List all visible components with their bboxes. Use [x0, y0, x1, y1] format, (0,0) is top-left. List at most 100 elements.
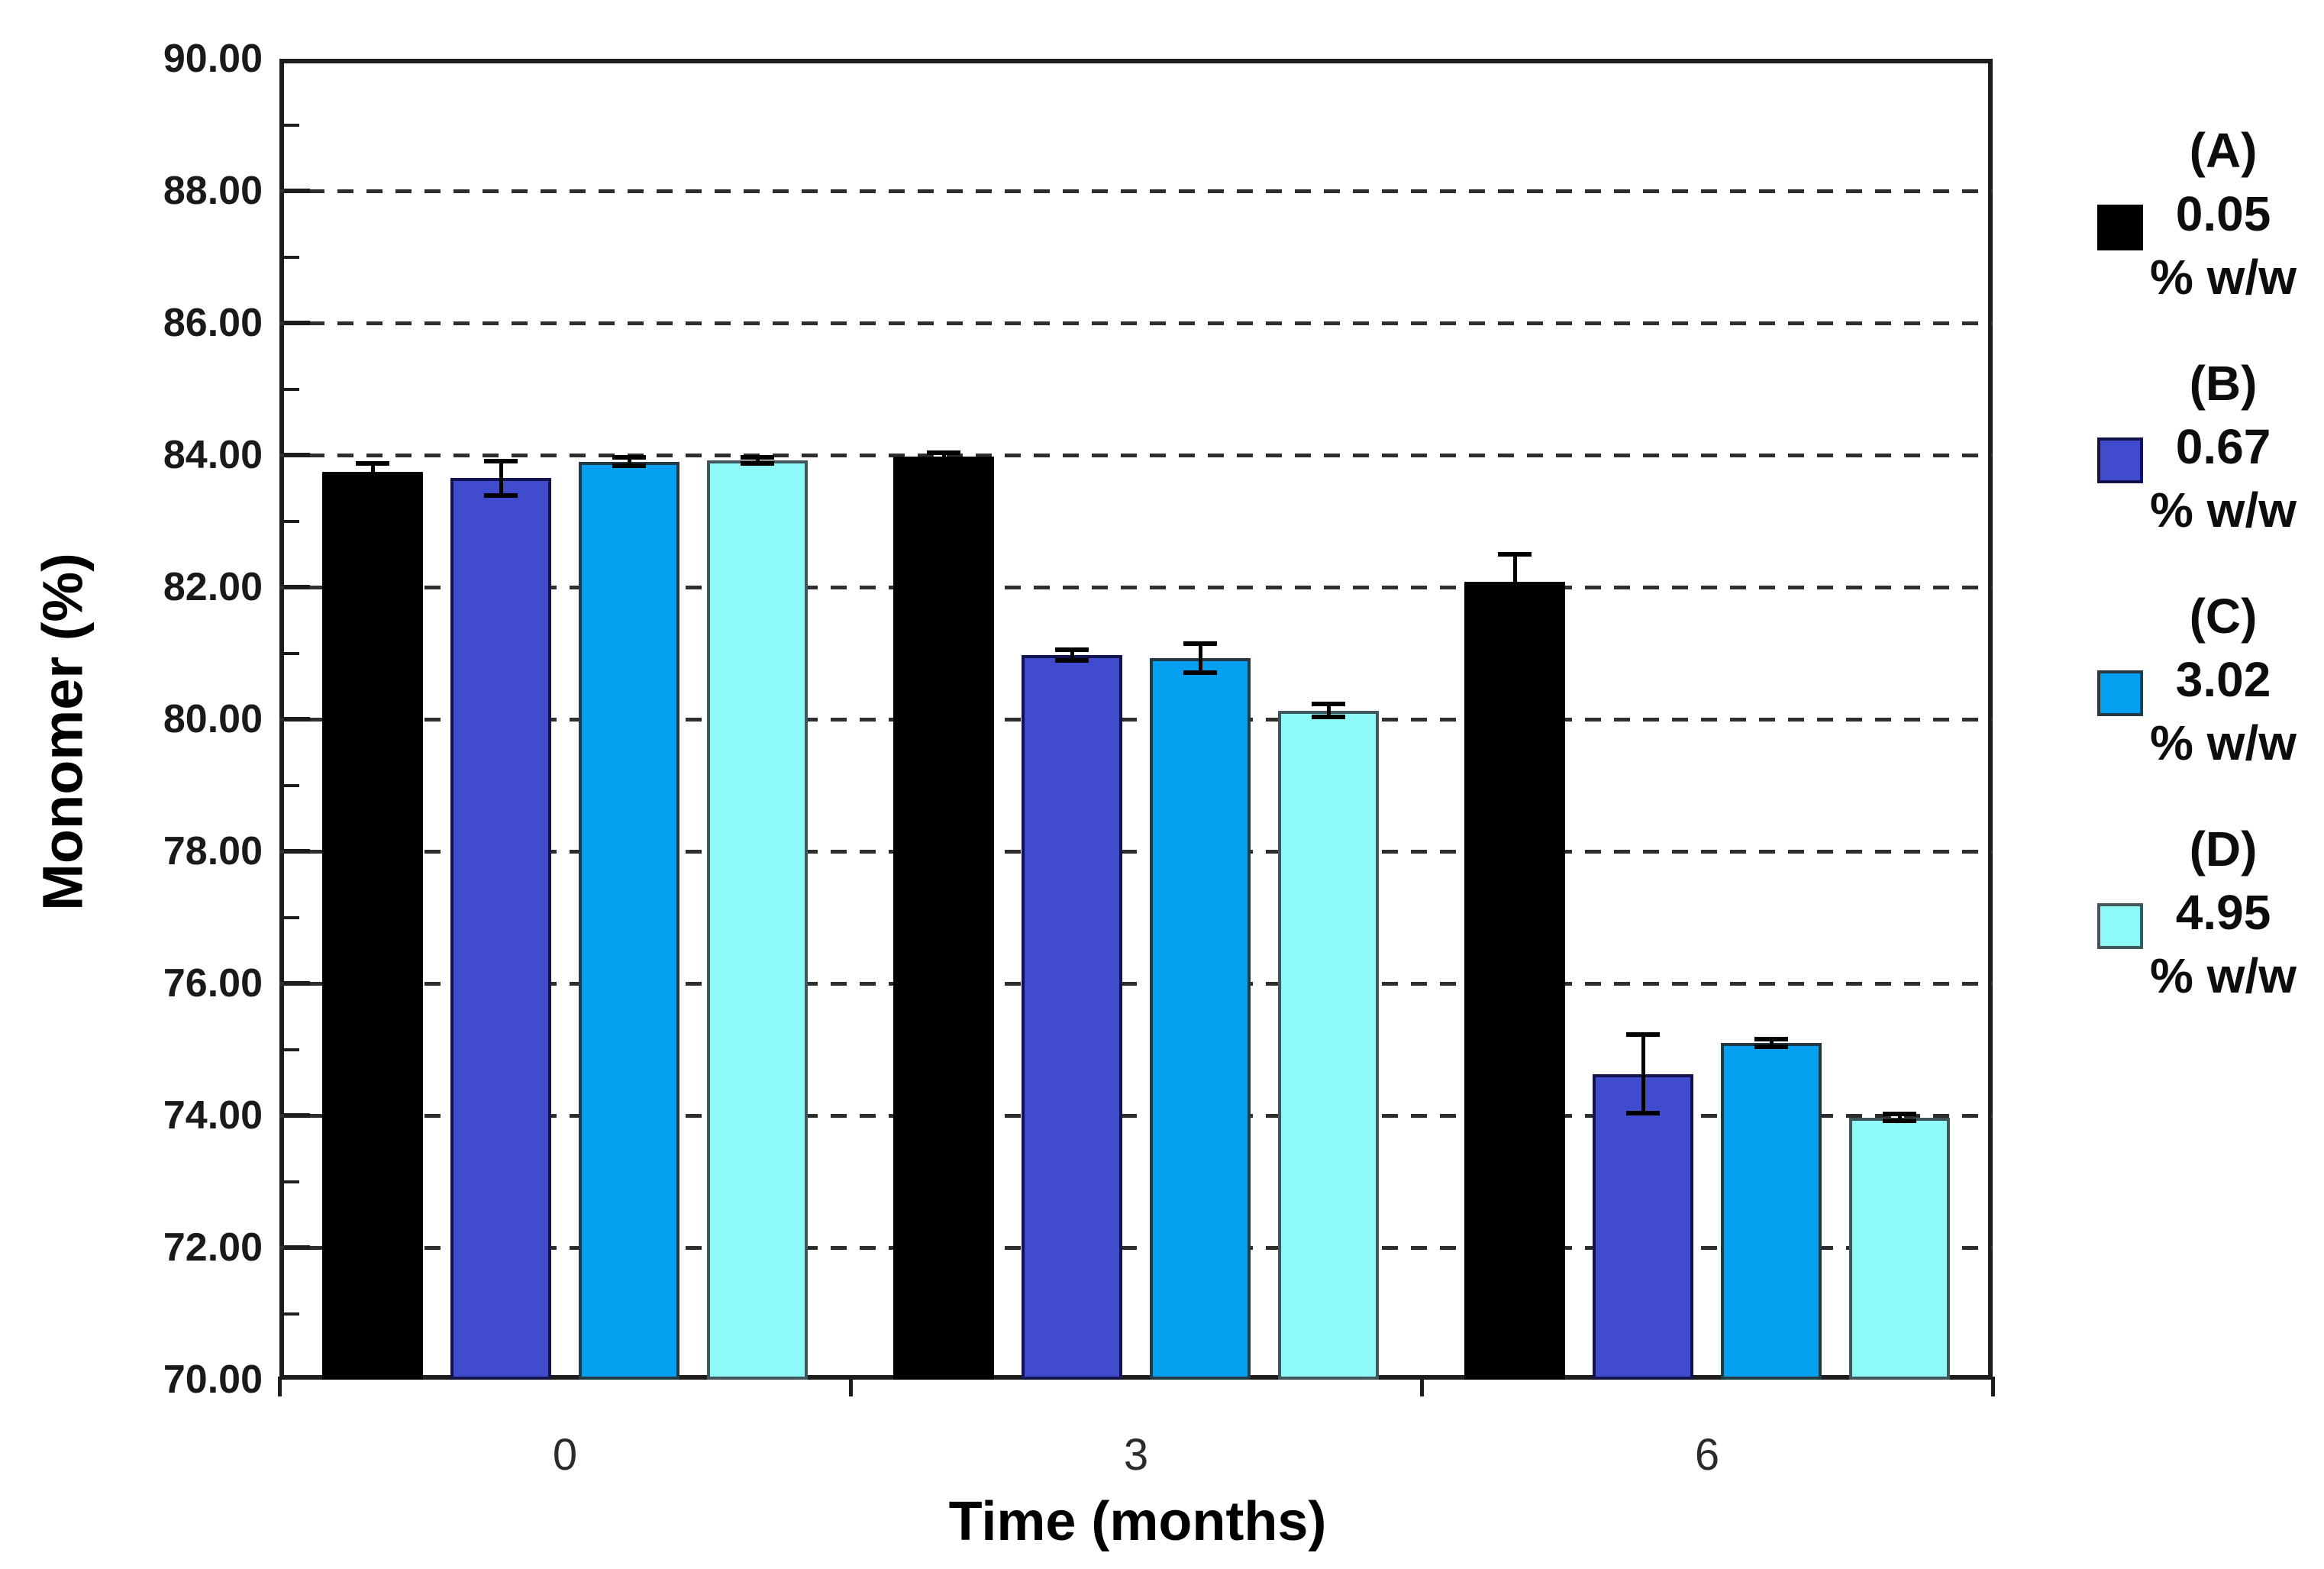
x-tick-label: 6	[1694, 1430, 1720, 1480]
error-bar-line	[941, 453, 946, 460]
y-gridline	[279, 1246, 1993, 1250]
x-boundary-tick	[1420, 1377, 1424, 1396]
y-tick-label: 80.00	[163, 697, 263, 741]
y-minor-tick	[284, 519, 299, 523]
y-major-tick	[284, 849, 310, 854]
y-tick-label: 82.00	[163, 565, 263, 609]
legend-label-D-line3: % w/w	[2149, 948, 2297, 1003]
error-bar-cap-bottom	[356, 477, 389, 482]
bar-C-month-0	[579, 461, 679, 1380]
legend-label-B-line2: 0.67	[2175, 419, 2271, 474]
error-bar-line	[499, 460, 503, 496]
legend-label-A-line1: (A)	[2189, 123, 2258, 178]
error-bar-cap-top	[1312, 702, 1345, 707]
y-tick-label: 88.00	[163, 169, 263, 213]
x-boundary-tick	[849, 1377, 853, 1396]
error-bar-cap-bottom	[1883, 1118, 1916, 1123]
error-bar-cap-top	[1883, 1112, 1916, 1117]
legend-label-C-line3: % w/w	[2149, 715, 2297, 770]
y-tick-label: 74.00	[163, 1093, 263, 1138]
y-major-tick	[284, 981, 310, 986]
y-major-tick	[284, 1113, 310, 1118]
error-bar-line	[1512, 554, 1517, 610]
y-tick-label: 72.00	[163, 1225, 263, 1270]
error-bar-line	[1769, 1038, 1774, 1048]
error-bar-line	[1897, 1114, 1902, 1121]
legend-label-A-line2: 0.05	[2175, 186, 2271, 241]
legend-label-B-line1: (B)	[2189, 356, 2258, 411]
error-bar-cap-top	[484, 458, 518, 463]
y-minor-tick	[284, 1312, 299, 1316]
error-bar-cap-bottom	[484, 492, 518, 498]
error-bar-cap-top	[1183, 641, 1217, 646]
legend-label-D-line2: 4.95	[2175, 885, 2271, 940]
y-minor-tick	[284, 387, 299, 391]
y-tick-label: 84.00	[163, 433, 263, 477]
y-minor-tick	[284, 1180, 299, 1183]
y-gridline	[279, 189, 1993, 193]
y-minor-tick	[284, 123, 299, 127]
y-major-tick	[284, 1245, 310, 1250]
y-minor-tick	[284, 255, 299, 259]
y-tick-label: 76.00	[163, 961, 263, 1006]
bar-C-month-3	[1150, 657, 1251, 1380]
y-gridline	[279, 321, 1993, 325]
error-bar-cap-top	[1626, 1031, 1660, 1037]
error-bar-cap-top	[612, 455, 646, 460]
y-tick-label: 78.00	[163, 829, 263, 873]
error-bar-line	[627, 457, 631, 466]
error-bar-cap-bottom	[1754, 1044, 1788, 1050]
y-tick-label: 70.00	[163, 1358, 263, 1402]
bar-B-month-3	[1022, 655, 1122, 1380]
error-bar-cap-bottom	[1498, 607, 1532, 612]
x-boundary-tick	[278, 1377, 282, 1396]
y-gridline	[279, 718, 1993, 722]
bar-C-month-6	[1721, 1042, 1822, 1380]
y-major-tick	[284, 717, 310, 722]
legend-swatch-A	[2097, 205, 2143, 250]
legend-swatch-C	[2097, 670, 2143, 716]
bar-A-month-0	[322, 471, 423, 1380]
x-tick-label: 3	[1123, 1430, 1149, 1480]
y-gridline	[279, 850, 1993, 854]
error-bar-line	[370, 463, 375, 479]
error-bar-cap-bottom	[1626, 1111, 1660, 1116]
x-tick-label: 0	[552, 1430, 578, 1480]
y-axis-title: Monomer (%)	[31, 553, 95, 911]
bar-B-month-6	[1593, 1073, 1693, 1380]
x-boundary-tick	[1991, 1377, 1995, 1396]
legend-label-C-line2: 3.02	[2175, 652, 2271, 707]
error-bar-cap-bottom	[927, 457, 960, 463]
x-axis-title: Time (months)	[948, 1491, 1327, 1552]
y-minor-tick	[284, 783, 299, 787]
error-bar-cap-bottom	[741, 461, 774, 467]
error-bar-cap-top	[1498, 551, 1532, 557]
bar-A-month-6	[1464, 582, 1565, 1380]
error-bar-cap-top	[356, 461, 389, 467]
legend-swatch-B	[2097, 437, 2143, 483]
bar-A-month-3	[893, 456, 994, 1380]
error-bar-line	[1641, 1034, 1645, 1114]
error-bar-cap-top	[1754, 1036, 1788, 1041]
y-major-tick	[284, 321, 310, 325]
y-gridline	[279, 982, 1993, 986]
error-bar-line	[1326, 704, 1331, 718]
y-minor-tick	[284, 1048, 299, 1051]
y-gridline	[279, 454, 1993, 457]
legend-label-D-line1: (D)	[2189, 822, 2258, 877]
error-bar-line	[755, 457, 760, 464]
y-tick-label: 90.00	[163, 37, 263, 81]
bar-D-month-0	[707, 460, 808, 1380]
bar-B-month-0	[450, 478, 551, 1380]
y-major-tick	[284, 453, 310, 457]
error-bar-cap-bottom	[1312, 715, 1345, 720]
y-major-tick	[284, 585, 310, 589]
error-bar-line	[1070, 650, 1074, 660]
y-gridline	[279, 586, 1993, 589]
error-bar-cap-bottom	[1183, 670, 1217, 675]
legend-label-A-line3: % w/w	[2149, 250, 2297, 305]
y-major-tick	[284, 189, 310, 193]
legend-swatch-D	[2097, 903, 2143, 949]
bar-D-month-3	[1278, 710, 1379, 1380]
